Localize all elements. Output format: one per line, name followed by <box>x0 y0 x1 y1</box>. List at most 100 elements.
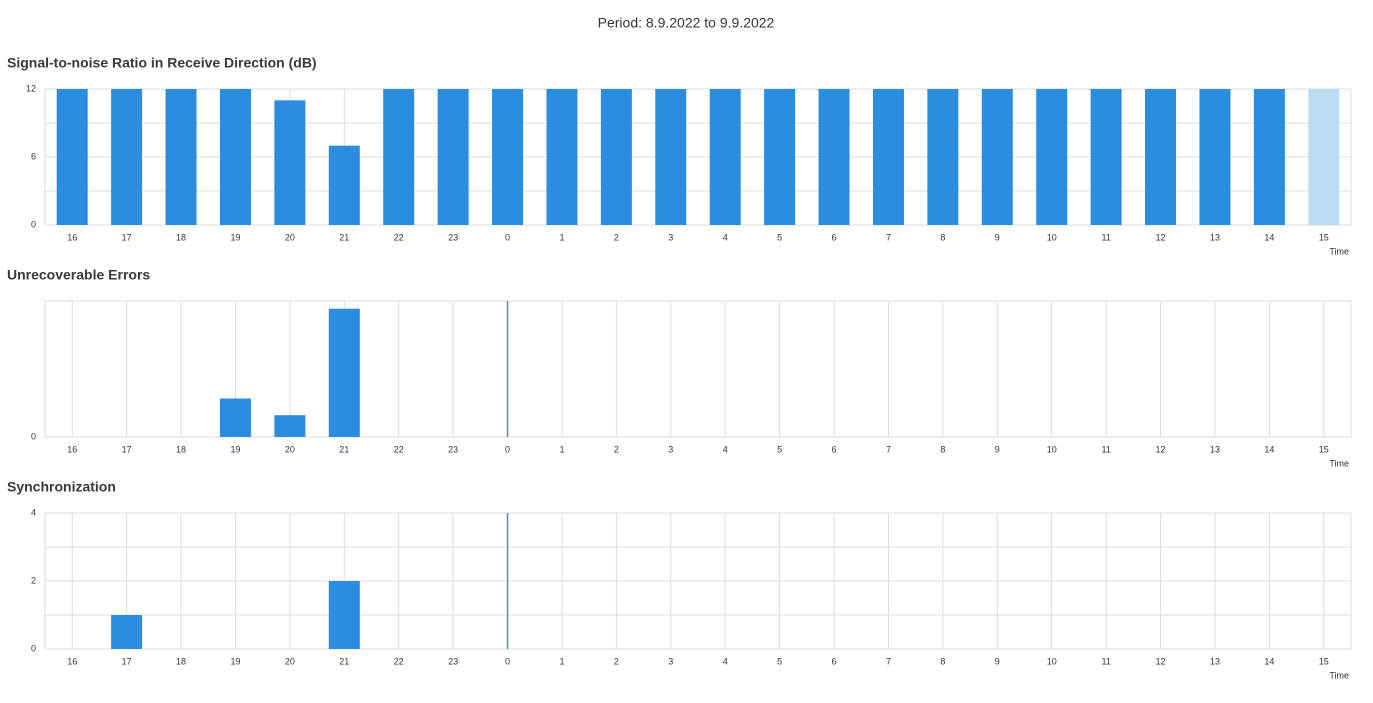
x-tick-label: 13 <box>1210 444 1220 454</box>
bar <box>764 89 796 225</box>
bar <box>111 615 143 649</box>
x-tick-label: 12 <box>1156 444 1166 454</box>
x-tick-label: 2 <box>614 656 619 666</box>
period: Period: 8.9.2022 to 9.9.2022 <box>598 15 775 31</box>
x-axis-label: Time <box>1329 458 1349 468</box>
x-tick-label: 19 <box>230 656 240 666</box>
x-tick-label: 13 <box>1210 656 1220 666</box>
bar <box>328 145 360 225</box>
x-tick-label: 21 <box>339 444 349 454</box>
x-tick-label: 18 <box>176 444 186 454</box>
y-tick-label: 2 <box>31 575 36 585</box>
x-tick-label: 7 <box>886 444 891 454</box>
x-tick-label: 15 <box>1319 232 1329 242</box>
x-tick-label: 4 <box>723 656 728 666</box>
bar <box>1308 89 1340 225</box>
x-tick-label: 5 <box>777 444 782 454</box>
x-tick-label: 14 <box>1264 232 1274 242</box>
x-tick-label: 11 <box>1101 656 1110 666</box>
x-tick-label: 7 <box>886 656 891 666</box>
x-tick-label: 6 <box>832 232 837 242</box>
bar <box>1145 89 1177 225</box>
x-tick-label: 0 <box>505 444 510 454</box>
bar <box>219 398 251 437</box>
bar <box>1253 89 1285 225</box>
x-tick-label: 1 <box>559 232 564 242</box>
x-tick-label: 8 <box>940 444 945 454</box>
x-tick-label: 3 <box>668 444 673 454</box>
x-tick-label: 6 <box>832 656 837 666</box>
y-tick-label: 6 <box>31 151 36 161</box>
bar <box>981 89 1013 225</box>
bar <box>328 308 360 437</box>
x-tick-label: 14 <box>1264 656 1274 666</box>
x-tick-label: 9 <box>995 444 1000 454</box>
bar <box>492 89 524 225</box>
x-tick-label: 19 <box>230 232 240 242</box>
x-tick-label: 18 <box>176 232 186 242</box>
x-tick-label: 5 <box>777 656 782 666</box>
bar <box>437 89 469 225</box>
x-axis-label: Time <box>1329 670 1349 680</box>
x-tick-label: 21 <box>339 232 349 242</box>
bar <box>328 581 360 649</box>
x-axis-label: Time <box>1329 246 1349 256</box>
x-tick-label: 12 <box>1156 232 1166 242</box>
x-tick-label: 1 <box>559 656 564 666</box>
x-tick-label: 10 <box>1047 232 1057 242</box>
x-tick-label: 17 <box>122 232 132 242</box>
y-tick-label: 0 <box>31 219 36 229</box>
x-tick-label: 17 <box>122 444 132 454</box>
y-tick-label: 0 <box>31 643 36 653</box>
bar <box>165 89 197 225</box>
x-tick-label: 15 <box>1319 656 1329 666</box>
y-tick-label: 4 <box>31 507 36 517</box>
x-tick-label: 4 <box>723 232 728 242</box>
x-tick-label: 18 <box>176 656 186 666</box>
x-tick-label: 8 <box>940 232 945 242</box>
x-tick-label: 23 <box>448 444 458 454</box>
bar <box>546 89 578 225</box>
x-tick-label: 1 <box>559 444 564 454</box>
x-tick-label: 21 <box>339 656 349 666</box>
x-tick-label: 5 <box>777 232 782 242</box>
bar <box>655 89 687 225</box>
chart-title: Synchronization <box>7 479 116 495</box>
x-tick-label: 16 <box>67 656 77 666</box>
x-tick-label: 17 <box>122 656 132 666</box>
y-tick-label: 12 <box>26 83 36 93</box>
x-tick-label: 0 <box>505 232 510 242</box>
bar <box>1090 89 1122 225</box>
bar <box>709 89 741 225</box>
x-tick-label: 15 <box>1319 444 1329 454</box>
x-tick-label: 20 <box>285 444 295 454</box>
x-tick-label: 11 <box>1101 232 1110 242</box>
bar <box>1036 89 1068 225</box>
x-tick-label: 22 <box>394 444 404 454</box>
x-tick-label: 20 <box>285 656 295 666</box>
x-tick-label: 22 <box>394 232 404 242</box>
bar <box>56 89 88 225</box>
x-tick-label: 4 <box>723 444 728 454</box>
x-tick-label: 13 <box>1210 232 1220 242</box>
bar <box>274 100 306 225</box>
x-tick-label: 9 <box>995 656 1000 666</box>
bar <box>383 89 415 225</box>
bar <box>274 415 306 437</box>
x-tick-label: 23 <box>448 656 458 666</box>
bar <box>600 89 632 225</box>
x-tick-label: 12 <box>1156 656 1166 666</box>
bar <box>818 89 850 225</box>
x-tick-label: 2 <box>614 444 619 454</box>
x-tick-label: 23 <box>448 232 458 242</box>
x-tick-label: 6 <box>832 444 837 454</box>
x-tick-label: 20 <box>285 232 295 242</box>
x-tick-label: 8 <box>940 656 945 666</box>
x-tick-label: 3 <box>668 232 673 242</box>
y-tick-label: 0 <box>31 431 36 441</box>
x-tick-label: 14 <box>1264 444 1274 454</box>
chart-title: Unrecoverable Errors <box>7 267 150 283</box>
x-tick-label: 3 <box>668 656 673 666</box>
